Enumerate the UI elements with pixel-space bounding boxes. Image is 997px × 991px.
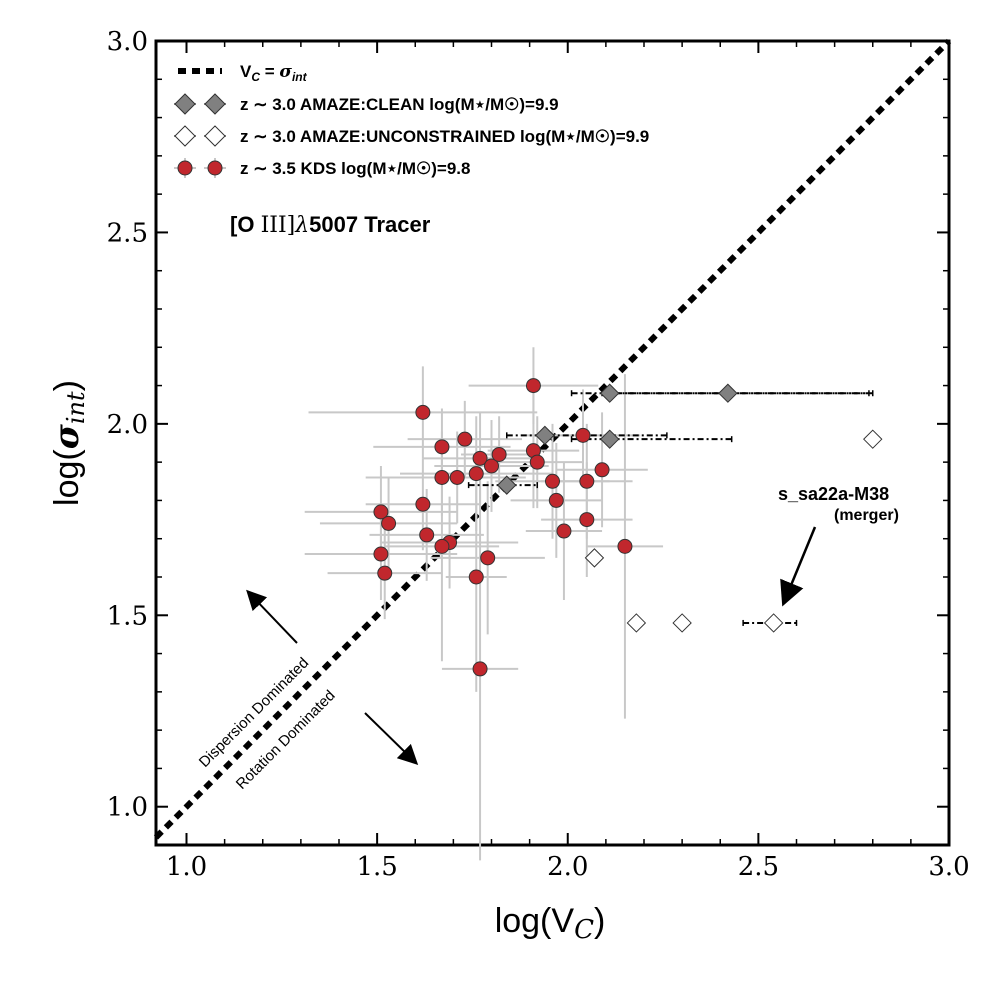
- kds-data-point: [579, 512, 595, 528]
- kds-data-point: [381, 515, 397, 531]
- amaze-unconstrained-data-point: [584, 548, 605, 568]
- kds-data-point: [472, 450, 488, 466]
- amaze-clean-data-point: [718, 383, 738, 403]
- kds-data-point: [548, 492, 564, 508]
- x-tick-label: 1.0: [166, 852, 207, 882]
- amaze-clean-data-point: [599, 383, 620, 403]
- kds-data-point: [373, 546, 389, 562]
- rotation-dominated-arrow: [364, 712, 419, 765]
- legend-label-reference: VC = σint: [240, 62, 308, 84]
- kds-data-point: [491, 446, 507, 462]
- y-tick-labels: 1.0 1.5 2.0 2.5 3.0: [107, 27, 148, 823]
- kds-data-point: [468, 569, 484, 585]
- amaze-unconstrained-data-point: [672, 613, 692, 633]
- plot-area-frame: [154, 39, 951, 847]
- y-tick-label: 2.0: [107, 410, 148, 440]
- x-tick-label: 1.5: [356, 852, 397, 882]
- y-tick-label: 2.5: [107, 218, 148, 248]
- kds-data-point: [556, 523, 572, 539]
- legend-label-amaze-clean: z ∼ 3.0 AMAZE:CLEAN log(M⋆/M☉)=9.9: [240, 95, 559, 114]
- legend-label-kds: z ∼ 3.5 KDS log(M⋆/M☉)=9.8: [240, 159, 470, 178]
- kds-data-point: [545, 473, 560, 489]
- x-tick-label: 2.0: [547, 852, 588, 882]
- kds-data-point: [419, 527, 435, 543]
- kds-data-point: [373, 504, 389, 520]
- y-tick-label: 1.0: [107, 793, 148, 823]
- kds-data-point: [529, 454, 545, 470]
- y-axis-title: log(σint): [47, 380, 90, 506]
- amaze-unconstrained-data-point: [863, 429, 883, 449]
- amaze-clean-data-point: [497, 475, 517, 495]
- kds-data-point: [377, 565, 393, 581]
- kds-data-point: [484, 458, 499, 474]
- kds-data-point: [449, 469, 465, 485]
- kds-data-point: [415, 404, 431, 420]
- y-tick-label: 3.0: [107, 27, 148, 57]
- kds-data-point: [434, 538, 450, 554]
- kds-data-point: [472, 661, 488, 677]
- kds-data-point: [575, 427, 591, 443]
- kds-data-point: [594, 462, 610, 478]
- amaze-clean-data-point: [535, 425, 555, 446]
- legend-marker-kds: [174, 158, 226, 178]
- kds-data-point: [434, 439, 450, 455]
- legend-label-amaze-unconstrained: z ∼ 3.0 AMAZE:UNCONSTRAINED log(M⋆/M☉)=9…: [240, 127, 649, 146]
- amaze-unconstrained-data-point: [626, 613, 647, 633]
- legend: VC = σint z ∼ 3.0 AMAZE:CLEAN log(M⋆/M☉)…: [174, 62, 649, 178]
- kds-data-point: [415, 496, 431, 512]
- y-tick-label: 1.5: [107, 601, 148, 631]
- tracer-label: [O III]λ5007 Tracer: [230, 212, 431, 238]
- x-tick-label: 2.5: [738, 852, 779, 882]
- legend-marker-amaze-unconstrained: [174, 125, 226, 147]
- x-tick-labels: 1.0 1.5 2.0 2.5 3.0: [166, 852, 970, 882]
- kds-data-point: [617, 538, 633, 554]
- amaze-unconstrained-data-point: [763, 613, 784, 633]
- x-axis-title: log(VC): [495, 902, 606, 945]
- amaze-clean-data-point: [599, 429, 620, 449]
- kds-data-point: [457, 431, 473, 447]
- annotation-s-sa22a-m38: s_sa22a-M38: [778, 484, 889, 504]
- annotation-merger-arrow: [780, 526, 817, 607]
- kds-data-point: [434, 469, 450, 485]
- amaze-errorbars: [467, 390, 874, 626]
- kds-data-point: [525, 378, 541, 394]
- kds-errorbars: [304, 347, 664, 861]
- annotation-merger: (merger): [834, 507, 899, 524]
- dispersion-dominated-label: Dispersion Dominated: [196, 654, 312, 770]
- x-tick-label: 3.0: [928, 852, 969, 882]
- dispersion-dominated-arrow: [246, 589, 298, 644]
- kds-data-point: [468, 466, 484, 482]
- kds-data-point: [579, 473, 595, 489]
- kds-data-point: [480, 550, 496, 566]
- points-layer: [373, 378, 883, 677]
- legend-marker-amaze-clean: [174, 93, 226, 115]
- ticks-layer: [156, 40, 950, 845]
